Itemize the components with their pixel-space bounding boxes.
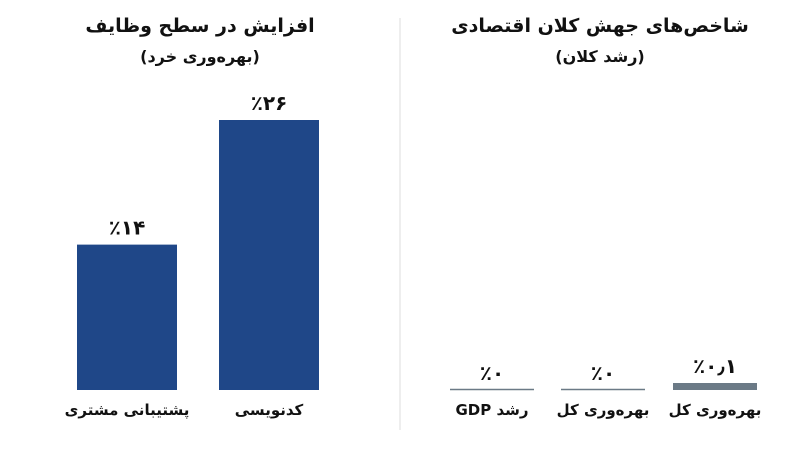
value-label: ٪۰ — [480, 361, 504, 385]
chart-subtitle: (بهره‌وری خرد) — [140, 47, 260, 66]
value-label: ٪۱۴ — [109, 216, 146, 240]
category-label: رشد GDP — [455, 401, 528, 419]
category-label: بهره‌وری کل — [557, 401, 650, 419]
value-label: ٪۲۶ — [251, 91, 288, 115]
category-label: بهره‌وری کل — [669, 401, 762, 419]
chart-title: افزایش در سطح وظایف — [85, 15, 314, 37]
bar — [219, 120, 319, 390]
category-label: کدنویسی — [235, 401, 304, 419]
bar — [77, 244, 177, 390]
chart-subtitle: (رشد کلان) — [555, 47, 645, 66]
bar — [673, 383, 757, 390]
value-label: ٪۰ — [591, 361, 615, 385]
chart-title: شاخص‌های جهش کلان اقتصادی — [451, 15, 749, 37]
category-label: پشتیبانی مشتری — [65, 401, 190, 420]
value-label: ٪۰٫۱ — [693, 354, 737, 378]
